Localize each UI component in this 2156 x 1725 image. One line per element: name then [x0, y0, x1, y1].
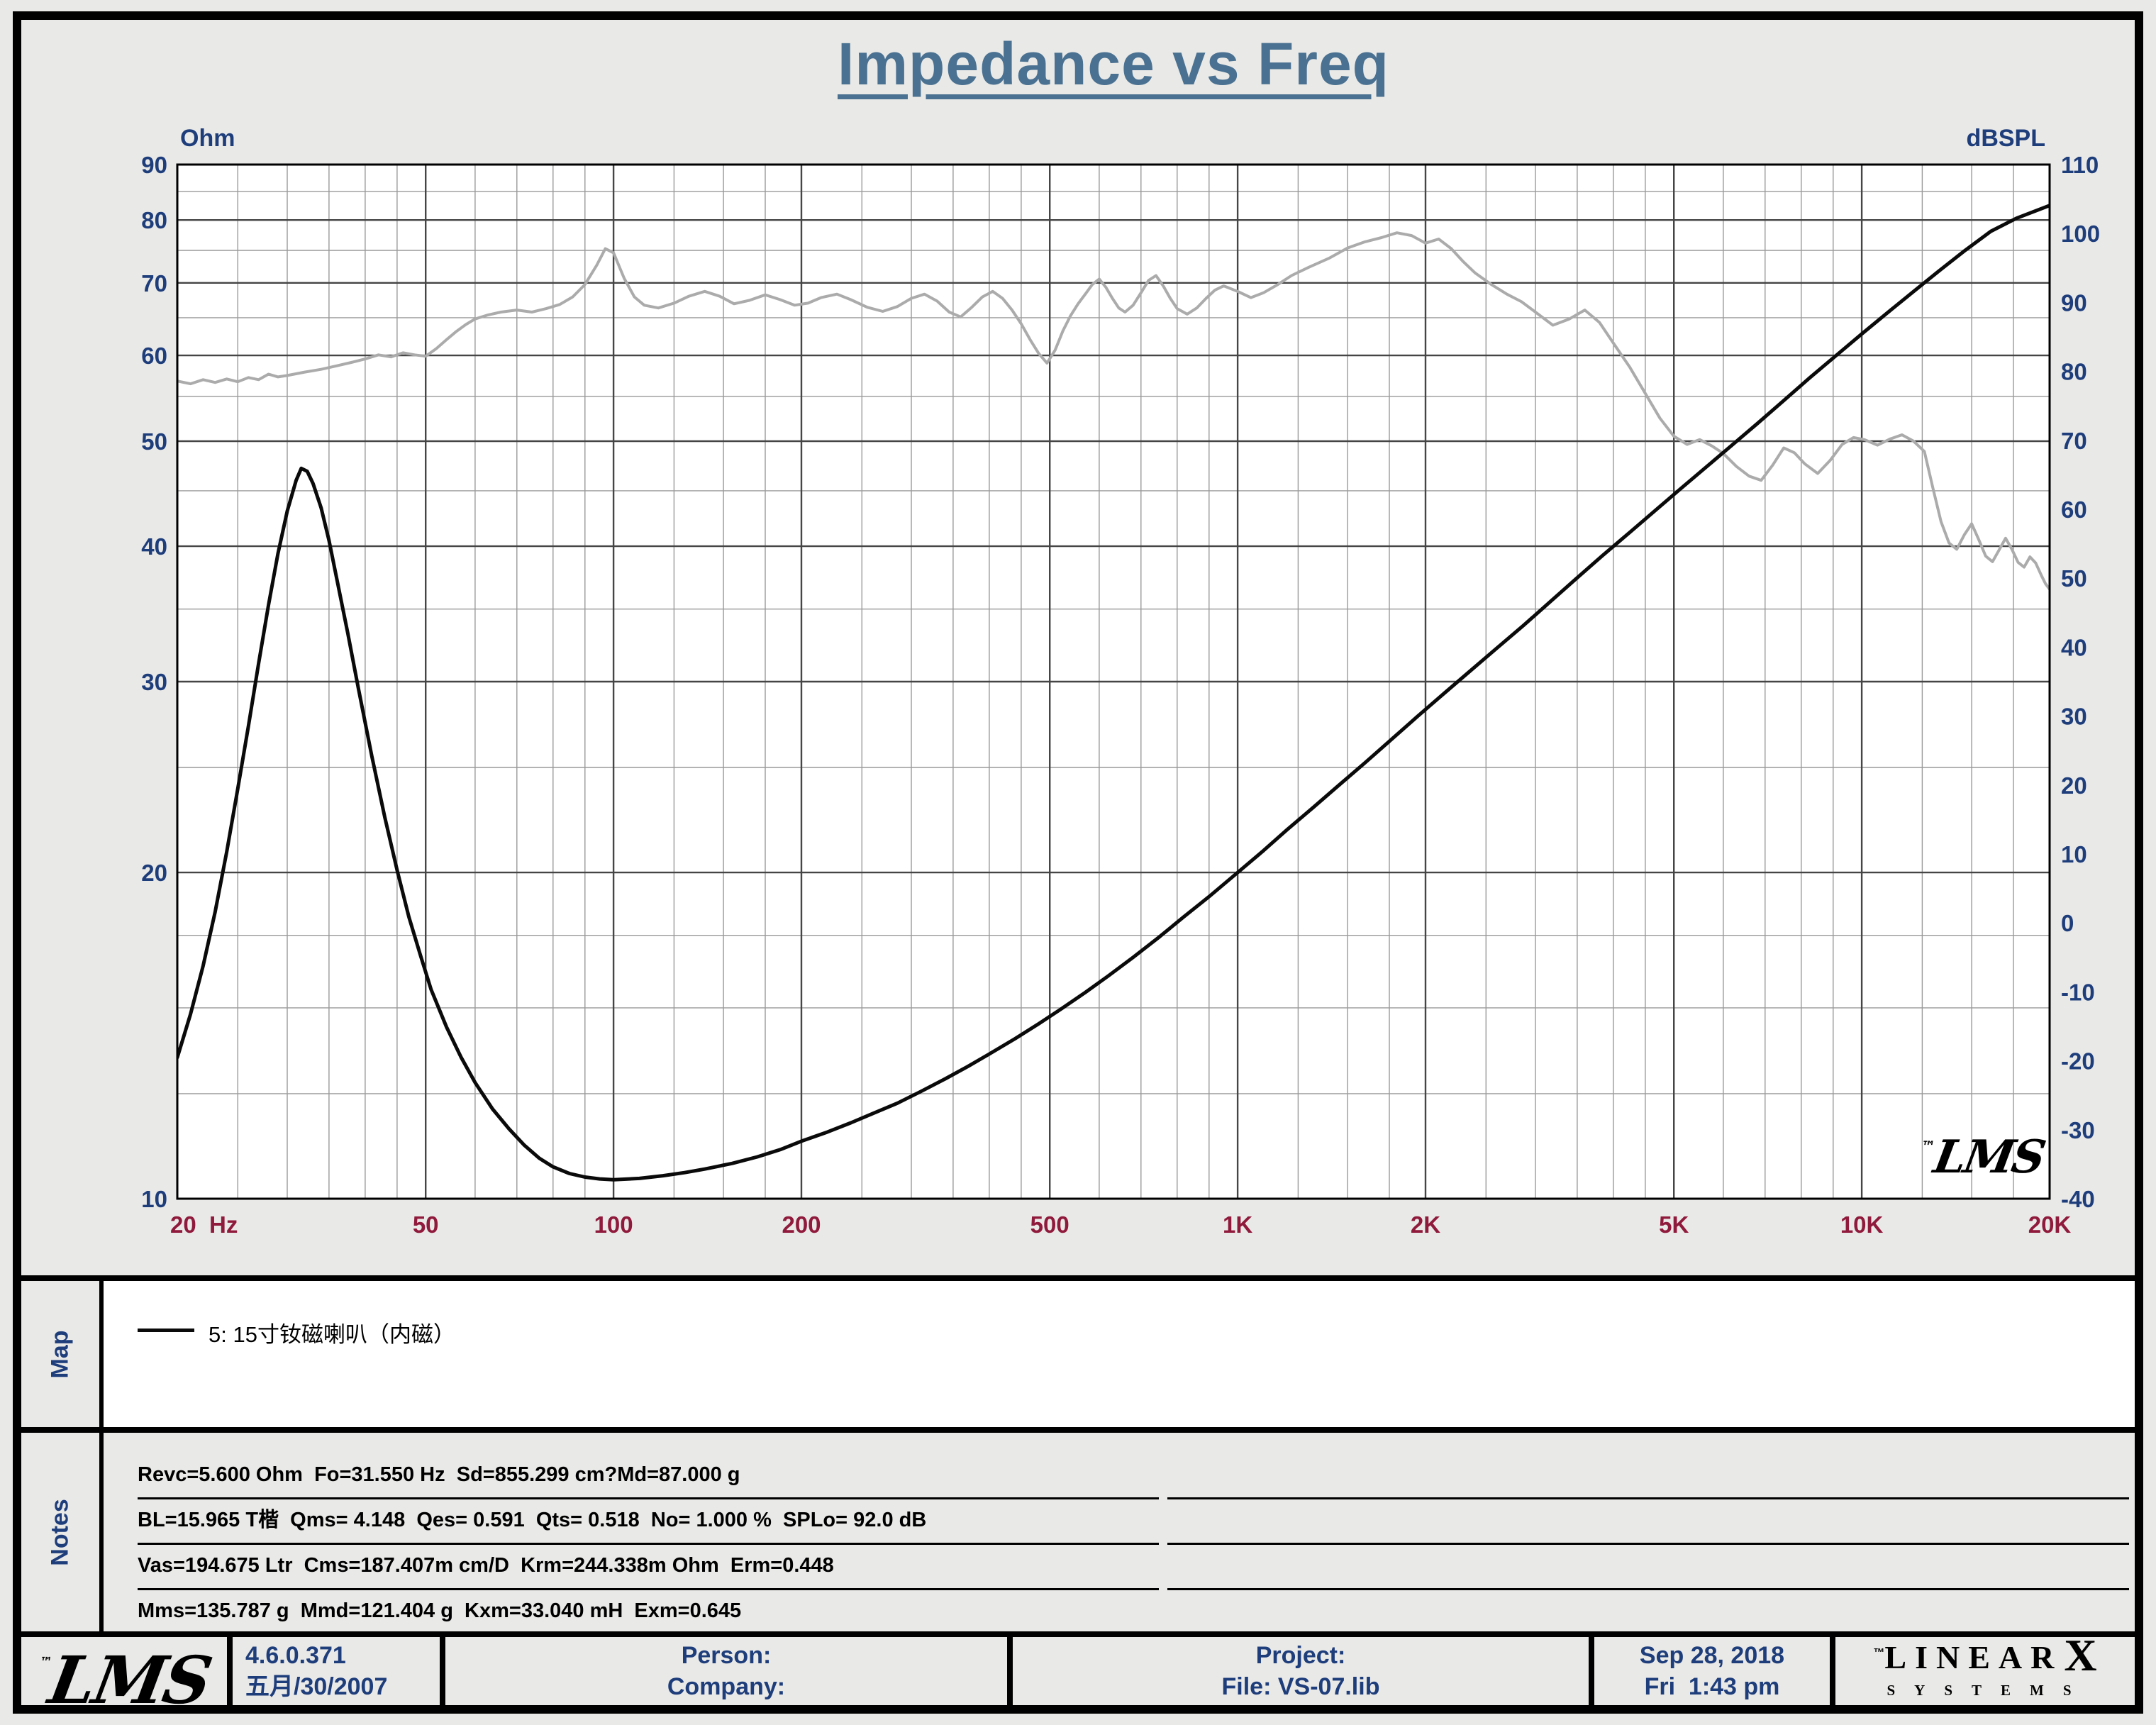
x-tick-label: 500 [1030, 1211, 1069, 1238]
map-label-cell: Map [21, 1281, 104, 1427]
company-label: Company: [667, 1673, 786, 1700]
y-right-tick-label: -30 [2061, 1117, 2095, 1143]
y-right-tick-label: -10 [2061, 979, 2095, 1005]
x-tick-label: 20 Hz [170, 1211, 238, 1238]
left-axis-unit-label: Ohm [180, 125, 235, 152]
footer-version-cell: 4.6.0.371 五月/30/2007 [227, 1637, 440, 1705]
footer-linearx-cell: ™ LINEAR X SYSTEMS [1830, 1630, 2135, 1705]
x-tick-label: 10K [1840, 1211, 1884, 1238]
print-time: Fri 1:43 pm [1644, 1673, 1780, 1700]
y-right-tick-label: 40 [2061, 634, 2087, 660]
footer-project-cell: Project: File: VS-07.lib [1007, 1637, 1589, 1705]
linearx-x: X [2064, 1630, 2097, 1680]
notes-label-cell: Notes [21, 1433, 104, 1631]
y-right-tick-label: 50 [2061, 565, 2087, 592]
x-tick-label: 5K [1659, 1211, 1689, 1238]
notes-content: Revc=5.600 Ohm Fo=31.550 Hz Sd=855.299 c… [104, 1433, 2135, 1636]
x-tick-label: 20K [2028, 1211, 2072, 1238]
file-label: File: VS-07.lib [1221, 1673, 1380, 1700]
footer-person-cell: Person: Company: [440, 1637, 1007, 1705]
footer-date-cell: Sep 28, 2018 Fri 1:43 pm [1589, 1637, 1830, 1705]
footer-lms-logo-cell: ™LMS [21, 1637, 227, 1719]
map-section: Map 5: 15寸钕磁喇叭（内磁） [21, 1275, 2135, 1427]
y-right-tick-label: 100 [2061, 221, 2100, 247]
y-right-tick-label: -40 [2061, 1186, 2095, 1212]
blank-note-line [1167, 1545, 2129, 1590]
lms-logo-text: LMS [1930, 1131, 2048, 1184]
lms-logo-footer: ™LMS [30, 1630, 218, 1719]
impedance-vs-freq-plot: 9080706050403020101101009080706050403020… [141, 152, 2100, 1238]
blank-note-line [1167, 1454, 2129, 1499]
project-label: Project: [1255, 1642, 1346, 1669]
print-date: Sep 28, 2018 [1639, 1642, 1785, 1669]
x-tick-label: 100 [594, 1211, 633, 1238]
y-left-tick-label: 30 [141, 669, 167, 695]
report-frame: Impedance vs Freq Ohm dBSPL 90 80 70 60 50 40… [13, 11, 2143, 1719]
notes-section: Notes Revc=5.600 Ohm Fo=31.550 Hz Sd=855… [21, 1427, 2135, 1636]
y-right-tick-label: 10 [2061, 841, 2087, 867]
y-right-tick-label: -20 [2061, 1048, 2095, 1075]
x-tick-label: 50 [413, 1211, 439, 1238]
curve-spl-response [177, 231, 2050, 591]
plot-border [176, 163, 2051, 1200]
y-left-tick-label: 20 [141, 860, 167, 886]
y-right-tick-label: 80 [2061, 359, 2087, 385]
y-right-tick-label: 90 [2061, 289, 2087, 316]
chart-title: Impedance vs Freq [838, 30, 1389, 97]
linearx-logo: ™ LINEAR X [1873, 1630, 2097, 1680]
y-right-tick-label: 70 [2061, 428, 2087, 454]
y-right-tick-label: 30 [2061, 704, 2087, 730]
y-left-tick-label: 70 [141, 270, 167, 296]
y-right-tick-label: 20 [2061, 772, 2087, 799]
y-left-tick-label: 40 [141, 533, 167, 560]
map-legend-area: 5: 15寸钕磁喇叭（内磁） [104, 1281, 2135, 1427]
blank-note-line [1167, 1499, 2129, 1545]
software-build-date: 五月/30/2007 [245, 1673, 388, 1700]
footer-bar: ™LMS 4.6.0.371 五月/30/2007 Person: Compan… [21, 1630, 2135, 1719]
y-left-tick-label: 50 [141, 428, 167, 455]
y-left-tick-label: 10 [141, 1186, 167, 1212]
x-tick-label: 1K [1223, 1211, 1252, 1238]
note-line: Vas=194.675 Ltr Cms=187.407m cm/D Krm=24… [138, 1545, 1159, 1590]
y-left-tick-label: 60 [141, 343, 167, 369]
y-right-tick-label: 60 [2061, 497, 2087, 523]
chart-section: Impedance vs Freq Ohm dBSPL 90 80 70 60 50 40… [21, 20, 2135, 1275]
legend-line-sample [138, 1329, 194, 1332]
right-axis-unit-label: dBSPL [1966, 125, 2045, 152]
y-left-tick-label: 80 [141, 207, 167, 233]
blank-note-line [1167, 1590, 2129, 1636]
linearx-systems-text: SYSTEMS [1886, 1682, 2091, 1699]
x-tick-label: 2K [1411, 1211, 1440, 1238]
software-version: 4.6.0.371 [245, 1642, 346, 1669]
curve-impedance [177, 204, 2050, 1182]
y-left-tick-label: 90 [141, 152, 167, 178]
trademark-symbol: ™ [1873, 1647, 1885, 1659]
lms-logo-chart: ™LMS [1832, 1124, 2049, 1184]
note-line: Mms=135.787 g Mmd=121.404 g Kxm=33.040 m… [138, 1590, 1159, 1636]
linearx-letters: LINEAR [1884, 1639, 2063, 1675]
note-line: Revc=5.600 Ohm Fo=31.550 Hz Sd=855.299 c… [138, 1454, 1159, 1499]
notes-parameters-column: Revc=5.600 Ohm Fo=31.550 Hz Sd=855.299 c… [138, 1454, 1159, 1636]
x-tick-label: 200 [782, 1211, 821, 1238]
legend-label: 5: 15寸钕磁喇叭（内磁） [209, 1322, 455, 1347]
person-label: Person: [681, 1642, 772, 1669]
y-right-tick-label: 110 [2061, 152, 2099, 178]
map-label: Map [46, 1330, 74, 1378]
lms-logo-text: LMS [43, 1641, 216, 1719]
notes-label: Notes [46, 1498, 74, 1566]
note-line: BL=15.965 T楷 Qms= 4.148 Qes= 0.591 Qts= … [138, 1499, 1159, 1545]
notes-blank-column [1167, 1454, 2129, 1636]
y-right-tick-label: 0 [2061, 910, 2074, 936]
